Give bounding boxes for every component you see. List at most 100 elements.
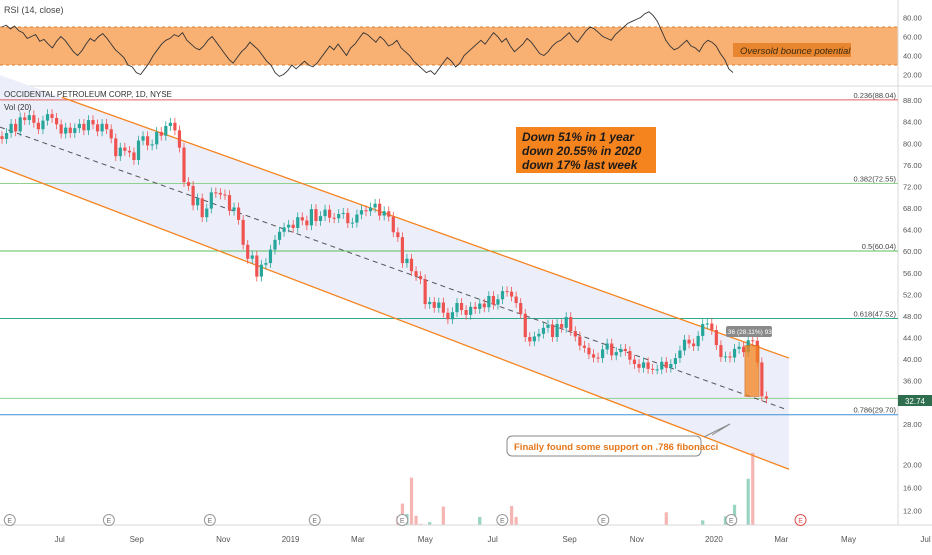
candle-body <box>628 351 632 360</box>
candle-body <box>482 303 486 308</box>
candle-body <box>555 324 559 338</box>
time-axis: Jul Sep Nov 2019 Mar May Jul Sep Nov 2020 Mar May Ju… <box>55 535 931 544</box>
candle-body <box>123 147 127 151</box>
candle-body <box>382 211 386 216</box>
candle-body <box>182 147 186 183</box>
candle-body <box>623 348 627 352</box>
candle-body <box>537 333 541 337</box>
candle-body <box>414 271 418 277</box>
candle-body <box>396 232 400 238</box>
rsi-tick-label: 20.00 <box>903 71 922 80</box>
candle-body <box>728 356 732 358</box>
candle-body <box>450 312 455 320</box>
candle-body <box>218 192 222 195</box>
candle-body <box>341 212 345 214</box>
volume-bar <box>701 520 705 525</box>
earnings-marker[interactable] <box>102 514 115 526</box>
channel-upper-line <box>61 96 790 359</box>
candle-body <box>246 244 250 259</box>
candle-body <box>95 124 100 132</box>
candle-body <box>591 354 596 358</box>
candle-body <box>155 131 159 145</box>
fib-level-label: 0.382(72.55) <box>853 174 896 183</box>
price-tick-label: 64.00 <box>903 226 922 235</box>
candle-body <box>355 214 359 223</box>
candle-body <box>705 323 709 325</box>
candle-body <box>268 249 273 264</box>
candle-body <box>578 336 582 346</box>
candle-body <box>73 128 77 134</box>
candle-body <box>132 152 136 160</box>
candle-body <box>637 364 641 368</box>
volume-bar <box>732 504 737 525</box>
volume-bar <box>441 506 445 525</box>
candle-body <box>641 362 646 368</box>
candle-body <box>255 255 259 277</box>
volume-axis: 20.00 16.00 12.00 <box>903 460 922 515</box>
earnings-marker[interactable] <box>3 514 16 526</box>
support-callout-text: Finally found some support on .786 fibon… <box>514 442 718 453</box>
earnings-marker[interactable] <box>203 514 216 526</box>
candle-body <box>669 364 673 368</box>
price-tick-label: 72.00 <box>903 182 922 191</box>
earnings-marker[interactable] <box>496 514 509 526</box>
candle-body <box>764 396 768 399</box>
candle-body <box>610 343 614 356</box>
down-annotation-box <box>516 127 656 173</box>
candle-body <box>710 323 714 330</box>
earnings-marker-label: E <box>798 518 803 525</box>
rsi-tick-label: 80.00 <box>903 14 922 23</box>
candle-body <box>227 195 232 211</box>
candle-body <box>751 340 755 342</box>
fib-level-label: 0.5(60.04) <box>862 242 897 251</box>
candle-body <box>223 194 227 196</box>
candle-body <box>541 327 546 334</box>
volume-bars <box>396 452 755 525</box>
candle-body <box>378 203 382 216</box>
candle-body <box>664 361 668 368</box>
earnings-marker[interactable] <box>725 514 738 526</box>
fib-level-label: 0.236(88.04) <box>853 91 896 100</box>
earnings-marker-label: E <box>7 518 12 525</box>
candle-body <box>546 324 550 328</box>
rsi-tick-label: 60.00 <box>903 33 922 42</box>
earnings-marker-label: E <box>400 518 405 525</box>
price-tick-label: 68.00 <box>903 204 922 213</box>
candle-body <box>64 127 68 134</box>
candle-body <box>168 122 172 126</box>
channel-lower-line <box>0 166 790 470</box>
earnings-marker[interactable] <box>396 514 409 526</box>
candle-body <box>441 302 445 313</box>
measure-label: 9.36 (28.11%) 936 <box>723 329 776 336</box>
earnings-marker-label: E <box>729 518 734 525</box>
oversold-annotation-box <box>733 43 851 57</box>
candle-body <box>487 296 491 308</box>
candle-body <box>714 330 718 346</box>
candle-body <box>601 349 605 359</box>
candle-body <box>550 324 555 338</box>
time-tick-label: Jul <box>920 535 930 544</box>
candle-body <box>723 356 728 358</box>
candle-body <box>77 123 81 129</box>
earnings-marker[interactable] <box>597 514 610 526</box>
current-price-value: 32.74 <box>905 397 926 406</box>
volume-bar <box>751 452 755 525</box>
volume-bar <box>428 522 432 525</box>
candle-body <box>36 122 40 130</box>
candle-body <box>118 147 122 157</box>
price-tick-label: 80.00 <box>903 139 922 148</box>
candle-body <box>205 208 209 218</box>
candle-body <box>237 207 241 220</box>
price-tick-label: 28.00 <box>903 420 922 429</box>
earnings-marker[interactable] <box>308 514 321 526</box>
time-tick-label: Jul <box>55 535 65 544</box>
earnings-marker[interactable] <box>794 514 807 526</box>
time-tick-label: Nov <box>630 535 644 544</box>
candle-body <box>86 120 91 131</box>
channel-midline <box>0 126 787 410</box>
candle-body <box>432 301 436 308</box>
candle-body <box>186 182 191 186</box>
candle-body <box>296 217 300 228</box>
time-tick-label: Nov <box>216 535 230 544</box>
